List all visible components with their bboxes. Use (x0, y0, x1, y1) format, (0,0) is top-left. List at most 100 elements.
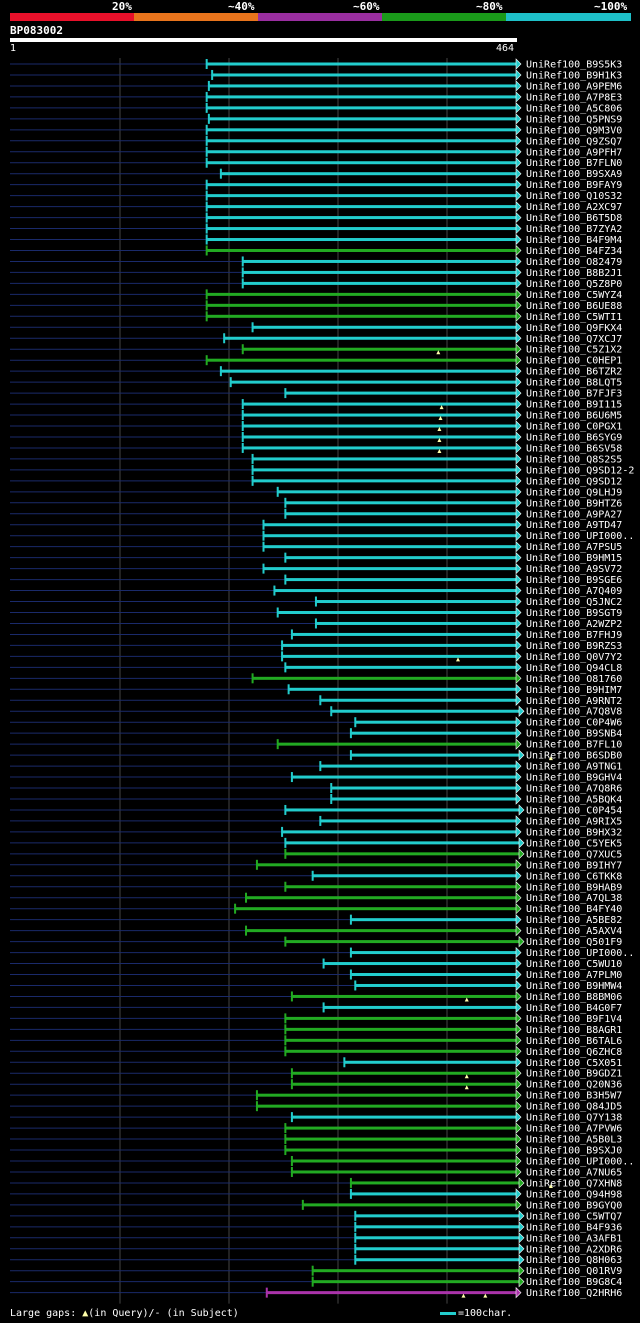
alignment-bar[interactable] (206, 292, 517, 296)
alignment-bar[interactable] (206, 248, 517, 252)
alignment-bar[interactable] (206, 161, 517, 165)
hit-label[interactable]: UniRef100_B8LQT5 (526, 378, 622, 389)
alignment-bar[interactable] (263, 523, 518, 527)
alignment-bar[interactable] (252, 325, 517, 329)
hit-label[interactable]: UniRef100_A5C806 (526, 103, 622, 114)
hit-label[interactable]: UniRef100_B8AGR1 (526, 1025, 622, 1036)
hit-row[interactable]: UniRef100_Q10S32 (10, 189, 622, 203)
alignment-bar[interactable] (274, 589, 517, 593)
alignment-bar[interactable] (263, 567, 518, 571)
hit-row[interactable]: UniRef100_C5WTQ7 (10, 1210, 622, 1223)
alignment-bar[interactable] (285, 841, 520, 845)
alignment-bar[interactable] (206, 238, 517, 242)
hit-row[interactable]: UniRef100_Q9LHJ9 (10, 486, 622, 499)
alignment-bar[interactable] (355, 1214, 520, 1218)
hit-row[interactable]: UniRef100_B7FL10 (10, 738, 622, 751)
hit-label[interactable]: UniRef100_B9GYQ0 (526, 1200, 622, 1211)
hit-row[interactable]: UniRef100_Q2HRH6 (10, 1286, 622, 1300)
hit-row[interactable]: UniRef100_B6TAL6 (10, 1034, 622, 1047)
hit-label[interactable]: UniRef100_B6UE88 (526, 301, 622, 312)
hit-row[interactable]: UniRef100_A7Q8V8 (10, 705, 622, 718)
hit-row[interactable]: UniRef100_A5BQK4 (10, 793, 622, 806)
alignment-bar[interactable] (206, 205, 517, 209)
hit-label[interactable]: UniRef100_B6T5D8 (526, 213, 622, 224)
hit-row[interactable]: UniRef100_A9PEM6 (10, 80, 622, 93)
alignment-bar[interactable] (291, 1082, 517, 1086)
hit-row[interactable]: UniRef100_C0P454 (10, 804, 622, 817)
alignment-bar[interactable] (285, 852, 520, 856)
hit-label[interactable]: UniRef100_Q5PNS9 (526, 114, 622, 125)
alignment-bar[interactable] (355, 1247, 520, 1251)
hit-row[interactable]: UniRef100_B8AGR1 (10, 1023, 622, 1036)
hit-row[interactable]: UniRef100_A7PLM0 (10, 968, 622, 982)
hit-label[interactable]: UniRef100_A3AFB1 (526, 1233, 622, 1244)
hit-label[interactable]: UniRef100_Q8H063 (526, 1255, 622, 1266)
hit-row[interactable]: UniRef100_UPI000.. (10, 946, 634, 960)
hit-row[interactable]: UniRef100_Q7XUC5 (10, 848, 622, 861)
hit-row[interactable]: UniRef100_A7NU65 (10, 1166, 622, 1179)
hit-label[interactable]: UniRef100_C0P454 (526, 805, 622, 816)
hit-row[interactable]: UniRef100_A9RNT2 (10, 694, 622, 707)
alignment-bar[interactable] (285, 665, 517, 669)
hit-label[interactable]: UniRef100_Q8S2S5 (526, 454, 622, 465)
alignment-bar[interactable] (350, 1192, 517, 1196)
hit-row[interactable]: UniRef100_Q84JD5 (10, 1100, 622, 1113)
hit-row[interactable]: UniRef100_B3H5W7 (10, 1089, 622, 1102)
alignment-bar[interactable] (206, 227, 517, 231)
hit-row[interactable]: UniRef100_B7FJF3 (10, 387, 622, 400)
hit-row[interactable]: UniRef100_B6SDB0 (10, 749, 622, 762)
hit-label[interactable]: UniRef100_C0P4W6 (526, 718, 622, 729)
hit-row[interactable]: UniRef100_B9GDZ1 (10, 1067, 622, 1080)
hit-label[interactable]: UniRef100_C0HEP1 (526, 356, 622, 367)
hit-row[interactable]: UniRef100_Q94H98 (10, 1188, 622, 1201)
hit-label[interactable]: UniRef100_A2XC97 (526, 202, 622, 213)
hit-label[interactable]: UniRef100_B9SXA9 (526, 169, 622, 180)
hit-row[interactable]: UniRef100_UPI000.. (10, 529, 634, 543)
hit-row[interactable]: UniRef100_Q94CL8 (10, 661, 622, 674)
hit-label[interactable]: UniRef100_O81760 (526, 674, 622, 685)
alignment-bar[interactable] (291, 1071, 517, 1075)
hit-label[interactable]: UniRef100_C5Z1X2 (526, 345, 622, 356)
alignment-bar[interactable] (246, 929, 517, 933)
alignment-bar[interactable] (350, 731, 517, 735)
hit-row[interactable]: UniRef100_A7P8E3 (10, 91, 622, 104)
hit-row[interactable]: UniRef100_Q9SD12 (10, 475, 622, 488)
hit-row[interactable]: UniRef100_B6SYG9 (10, 431, 622, 444)
hit-label[interactable]: UniRef100_A9RIX5 (526, 816, 622, 827)
hit-row[interactable]: UniRef100_A2WZP2 (10, 617, 622, 630)
alignment-bar[interactable] (242, 435, 517, 439)
hit-label[interactable]: UniRef100_C5WYZ4 (526, 290, 622, 301)
alignment-bar[interactable] (277, 611, 517, 614)
hit-row[interactable]: UniRef100_A9PFH7 (10, 146, 622, 159)
hit-label[interactable]: UniRef100_B8BM06 (526, 992, 622, 1003)
hit-label[interactable]: UniRef100_Q5JNC2 (526, 597, 622, 608)
alignment-bar[interactable] (312, 874, 517, 878)
alignment-bar[interactable] (288, 687, 517, 691)
hit-label[interactable]: UniRef100_B7FHJ9 (526, 630, 622, 641)
hit-label[interactable]: UniRef100_B9HIM7 (526, 685, 622, 696)
hit-label[interactable]: UniRef100_B7FLN0 (526, 158, 622, 169)
hit-row[interactable]: UniRef100_C5WYZ4 (10, 288, 622, 301)
alignment-bar[interactable] (252, 468, 517, 472)
hit-row[interactable]: UniRef100_B8B2J1 (10, 266, 622, 279)
alignment-bar[interactable] (256, 863, 517, 867)
hit-label[interactable]: UniRef100_B9SXJ0 (526, 1146, 622, 1157)
hit-label[interactable]: UniRef100_C5YEK5 (526, 838, 622, 849)
alignment-bar[interactable] (312, 1280, 520, 1284)
alignment-bar[interactable] (242, 424, 517, 428)
hit-label[interactable]: UniRef100_B6SYG9 (526, 432, 622, 443)
hit-row[interactable]: UniRef100_O82479 (10, 255, 622, 268)
hit-row[interactable]: UniRef100_B6U6M5 (10, 409, 622, 422)
alignment-bar[interactable] (256, 1093, 517, 1097)
hit-label[interactable]: UniRef100_A7PSU5 (526, 542, 622, 553)
hit-label[interactable]: UniRef100_B6TZR2 (526, 367, 622, 378)
hit-row[interactable]: UniRef100_O81760 (10, 672, 622, 685)
hit-label[interactable]: UniRef100_A9TNG1 (526, 762, 622, 773)
alignment-bar[interactable] (206, 106, 517, 110)
hit-label[interactable]: UniRef100_A5B0L3 (526, 1135, 622, 1146)
alignment-bar[interactable] (291, 1170, 517, 1174)
hit-label[interactable]: UniRef100_A9PA27 (526, 509, 622, 520)
alignment-bar[interactable] (235, 907, 517, 911)
hit-label[interactable]: UniRef100_B9I115 (526, 400, 622, 411)
alignment-bar[interactable] (285, 1038, 517, 1042)
